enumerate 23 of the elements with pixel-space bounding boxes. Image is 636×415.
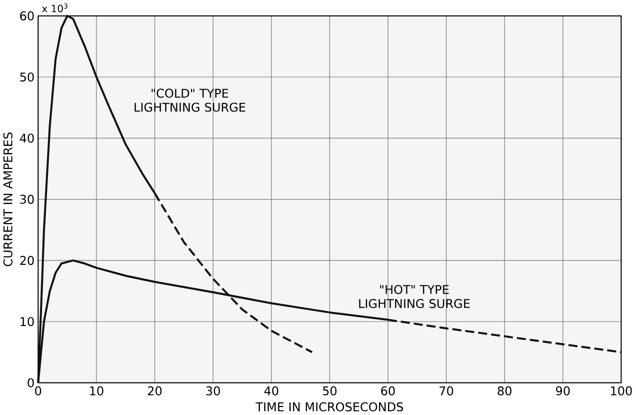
x-tick-label: 90 [556,386,570,396]
x-tick-label: 20 [148,386,162,396]
y-tick-label: 30 [20,194,34,204]
x-tick-label: 30 [206,386,220,396]
x-tick-label: 10 [90,386,104,396]
x-tick-label: 100 [611,386,632,396]
x-tick-label: 80 [498,386,512,396]
y-tick-label: 60 [20,11,34,21]
y-tick-label: 0 [28,378,34,388]
annotation: "HOT" TYPE LIGHTNING SURGE [359,285,470,308]
x-axis-title: TIME IN MICROSECONDS [256,402,404,412]
annotation: "COLD" TYPE LIGHTNING SURGE [134,88,246,112]
y-tick-label: 10 [20,317,34,326]
y-tick-label: 20 [20,256,34,266]
x-tick-label: 70 [440,386,454,396]
y-tick-label: 40 [20,134,34,143]
x-tick-label: 0 [35,386,42,396]
y-tick-label: 50 [20,72,34,82]
x-tick-label: 50 [322,386,337,396]
x-tick-label: 60 [381,386,395,396]
x-tick-label: 40 [264,386,278,396]
y-axis-title: CURRENT IN AMPERES [3,132,12,266]
text: x 10$^{3}$ [42,3,68,12]
